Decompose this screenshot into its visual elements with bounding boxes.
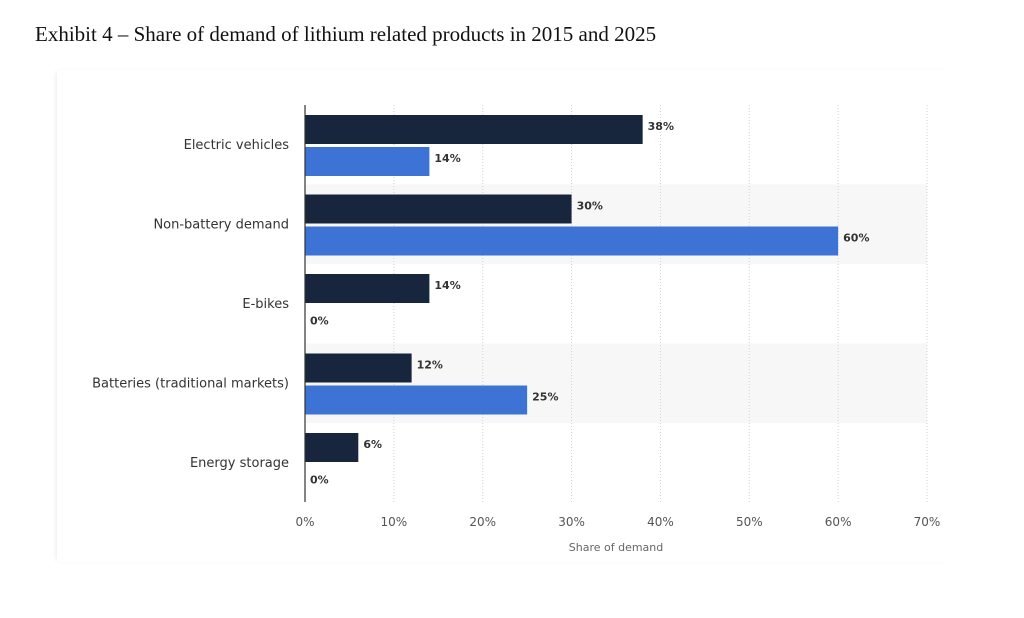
data-label: 14% [434, 279, 460, 292]
data-label: 30% [577, 200, 603, 213]
category-label: Energy storage [190, 456, 289, 471]
data-label: 38% [648, 120, 674, 133]
x-tick-label: 40% [647, 515, 674, 529]
bar-blue [305, 385, 528, 415]
x-tick-label: 0% [295, 515, 314, 529]
data-label: 0% [310, 474, 329, 487]
category-label: Electric vehicles [184, 138, 290, 153]
x-tick-label: 30% [558, 515, 585, 529]
bar-blue [305, 147, 430, 176]
exhibit-title: Exhibit 4 – Share of demand of lithium r… [35, 22, 657, 46]
chart-panel [57, 70, 952, 562]
bar-blue [305, 226, 839, 256]
x-axis-title: Share of demand [569, 541, 664, 554]
category-label: Batteries (traditional markets) [92, 376, 289, 391]
bar-dark [305, 353, 412, 383]
data-label: 6% [363, 438, 382, 451]
x-tick-label: 10% [381, 515, 408, 529]
x-tick-label: 50% [736, 515, 763, 529]
category-label: E-bikes [242, 297, 289, 312]
data-label: 12% [417, 359, 443, 372]
x-tick-label: 20% [469, 515, 496, 529]
category-label: Non-battery demand [153, 217, 289, 232]
data-label: 25% [532, 391, 558, 404]
data-label: 14% [434, 152, 460, 165]
data-label: 0% [310, 315, 329, 328]
bar-dark [305, 433, 359, 462]
bar-dark [305, 194, 572, 224]
bar-dark [305, 115, 643, 144]
bar-dark [305, 274, 430, 303]
data-label: 60% [843, 232, 869, 245]
x-tick-label: 60% [825, 515, 852, 529]
x-tick-label: 70% [914, 515, 941, 529]
